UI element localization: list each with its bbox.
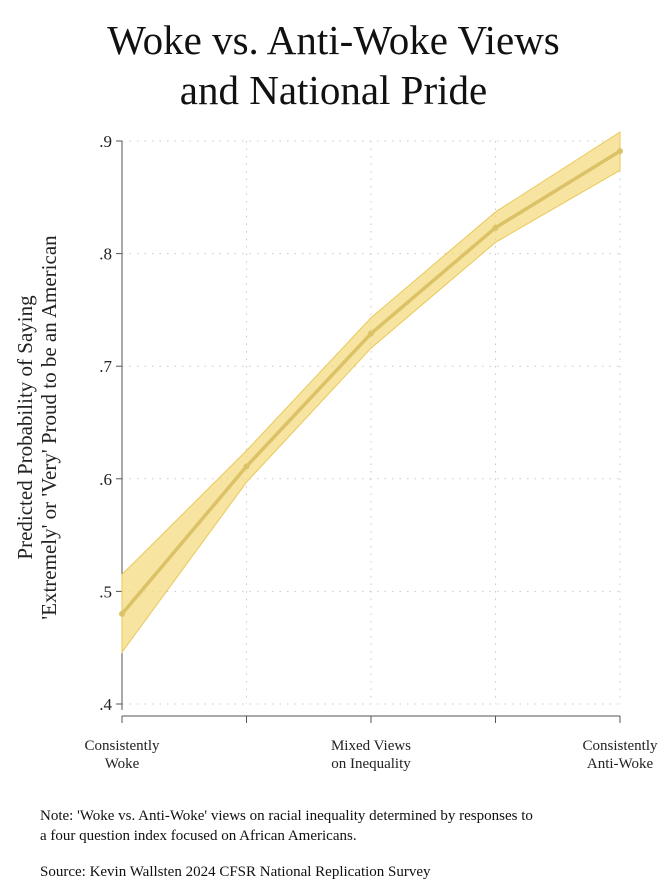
x-tick-label-2: Mixed Views on Inequality [331, 738, 411, 772]
chart-title-line-2: and National Pride [179, 67, 488, 113]
y-axis-title: Predicted Probability of Saying'Extremel… [13, 235, 61, 620]
x-tick-label-4: Consistently Anti-Woke [582, 738, 658, 772]
data-point-2 [368, 330, 374, 337]
y-tick-label-4: .8 [99, 245, 112, 264]
data-point-4 [617, 148, 623, 155]
confidence-band-0 [121, 131, 621, 654]
data-point-1 [243, 463, 250, 470]
source-line: Source: Kevin Wallsten 2024 CFSR Nationa… [40, 864, 431, 880]
note-line-2: a four question index focused on African… [40, 828, 357, 844]
y-tick-label-3: .7 [99, 357, 112, 376]
y-tick-label-2: .6 [99, 470, 112, 489]
x-tick-label-0: Consistently Woke [84, 738, 160, 772]
y-tick-label-1: .5 [99, 582, 112, 601]
data-point-3 [492, 224, 499, 231]
data-point-0 [119, 610, 125, 617]
y-tick-label-5: .9 [99, 132, 112, 151]
chart-title-line-1: Woke vs. Anti-Woke Views [107, 17, 560, 63]
note-line-1: Note: 'Woke vs. Anti-Woke' views on raci… [40, 808, 533, 824]
y-tick-label-0: .4 [99, 695, 112, 714]
